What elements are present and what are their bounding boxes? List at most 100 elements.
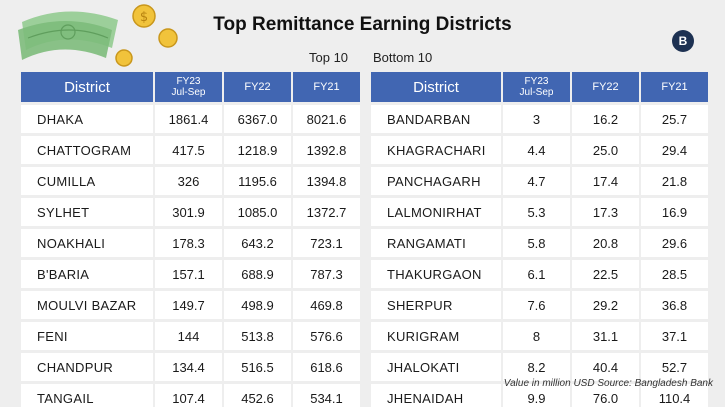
fy23-cell: 8.2 [503, 353, 570, 381]
district-cell: MOULVI BAZAR [21, 291, 153, 319]
fy22-header: FY22 [572, 72, 639, 102]
district-cell: B'BARIA [21, 260, 153, 288]
fy23-header-line2: Jul-Sep [171, 87, 206, 98]
fy22-cell: 1085.0 [224, 198, 291, 226]
fy21-cell: 110.4 [641, 384, 708, 407]
fy21-cell: 29.6 [641, 229, 708, 257]
fy22-cell: 76.0 [572, 384, 639, 407]
district-cell: JHENAIDAH [371, 384, 501, 407]
table-row: BANDARBAN 3 16.2 25.7 [371, 105, 708, 133]
fy23-cell: 157.1 [155, 260, 222, 288]
fy21-cell: 16.9 [641, 198, 708, 226]
fy23-header-line2: Jul-Sep [519, 87, 554, 98]
svg-text:$: $ [140, 10, 148, 25]
fy21-cell: 25.7 [641, 105, 708, 133]
table-row: LALMONIRHAT 5.3 17.3 16.9 [371, 198, 708, 226]
fy22-cell: 22.5 [572, 260, 639, 288]
fy23-cell: 107.4 [155, 384, 222, 407]
publisher-logo: B [672, 30, 694, 52]
table-row: MOULVI BAZAR 149.7 498.9 469.8 [21, 291, 360, 319]
fy23-cell: 3 [503, 105, 570, 133]
table-row: KURIGRAM 8 31.1 37.1 [371, 322, 708, 350]
table-row: SHERPUR 7.6 29.2 36.8 [371, 291, 708, 319]
fy21-cell: 576.6 [293, 322, 360, 350]
fy21-cell: 534.1 [293, 384, 360, 407]
district-cell: CHATTOGRAM [21, 136, 153, 164]
fy22-cell: 17.4 [572, 167, 639, 195]
district-cell: RANGAMATI [371, 229, 501, 257]
bottom10-table: District FY23 Jul-Sep FY22 FY21 BANDARBA… [369, 69, 710, 407]
fy22-cell: 31.1 [572, 322, 639, 350]
top10-table: District FY23 Jul-Sep FY22 FY21 DHAKA 186… [19, 69, 362, 407]
fy23-cell: 9.9 [503, 384, 570, 407]
district-cell: CUMILLA [21, 167, 153, 195]
table-row: KHAGRACHARI 4.4 25.0 29.4 [371, 136, 708, 164]
fy23-cell: 4.4 [503, 136, 570, 164]
fy21-cell: 37.1 [641, 322, 708, 350]
fy21-cell: 21.8 [641, 167, 708, 195]
fy22-cell: 20.8 [572, 229, 639, 257]
fy22-cell: 498.9 [224, 291, 291, 319]
fy23-cell: 149.7 [155, 291, 222, 319]
fy23-cell: 178.3 [155, 229, 222, 257]
district-cell: TANGAIL [21, 384, 153, 407]
fy22-cell: 1195.6 [224, 167, 291, 195]
fy23-cell: 6.1 [503, 260, 570, 288]
district-cell: PANCHAGARH [371, 167, 501, 195]
fy22-cell: 1218.9 [224, 136, 291, 164]
fy21-header: FY21 [641, 72, 708, 102]
table-row: JHALOKATI 8.2 40.4 52.7 [371, 353, 708, 381]
page-title: Top Remittance Earning Districts [213, 14, 512, 35]
table-row: B'BARIA 157.1 688.9 787.3 [21, 260, 360, 288]
fy23-header-line1: FY23 [524, 76, 549, 87]
fy23-cell: 301.9 [155, 198, 222, 226]
fy21-cell: 8021.6 [293, 105, 360, 133]
banknotes-icon [18, 11, 118, 60]
district-cell: JHALOKATI [371, 353, 501, 381]
district-cell: SHERPUR [371, 291, 501, 319]
bottom10-label: Bottom 10 [373, 50, 433, 65]
table-row: JHENAIDAH 9.9 76.0 110.4 [371, 384, 708, 407]
fy23-cell: 134.4 [155, 353, 222, 381]
fy23-cell: 1861.4 [155, 105, 222, 133]
fy21-cell: 618.6 [293, 353, 360, 381]
fy21-cell: 29.4 [641, 136, 708, 164]
fy22-cell: 29.2 [572, 291, 639, 319]
table-header-row: District FY23 Jul-Sep FY22 FY21 [371, 72, 708, 102]
fy21-cell: 1394.8 [293, 167, 360, 195]
table-row: CUMILLA 326 1195.6 1394.8 [21, 167, 360, 195]
fy23-header: FY23 Jul-Sep [503, 72, 570, 102]
district-header: District [371, 72, 501, 102]
table-row: CHATTOGRAM 417.5 1218.9 1392.8 [21, 136, 360, 164]
coins-icon: $ [115, 4, 178, 67]
district-cell: KURIGRAM [371, 322, 501, 350]
fy22-cell: 6367.0 [224, 105, 291, 133]
fy22-cell: 452.6 [224, 384, 291, 407]
table-row: NOAKHALI 178.3 643.2 723.1 [21, 229, 360, 257]
fy23-cell: 417.5 [155, 136, 222, 164]
district-cell: THAKURGAON [371, 260, 501, 288]
fy22-cell: 40.4 [572, 353, 639, 381]
fy23-header: FY23 Jul-Sep [155, 72, 222, 102]
fy22-cell: 516.5 [224, 353, 291, 381]
table-row: RANGAMATI 5.8 20.8 29.6 [371, 229, 708, 257]
fy22-cell: 17.3 [572, 198, 639, 226]
district-cell: FENI [21, 322, 153, 350]
fy22-cell: 643.2 [224, 229, 291, 257]
fy21-cell: 787.3 [293, 260, 360, 288]
district-cell: NOAKHALI [21, 229, 153, 257]
district-cell: BANDARBAN [371, 105, 501, 133]
fy23-cell: 4.7 [503, 167, 570, 195]
table-row: THAKURGAON 6.1 22.5 28.5 [371, 260, 708, 288]
fy21-cell: 1392.8 [293, 136, 360, 164]
fy22-cell: 25.0 [572, 136, 639, 164]
district-header: District [21, 72, 153, 102]
fy21-header: FY21 [293, 72, 360, 102]
table-header-row: District FY23 Jul-Sep FY22 FY21 [21, 72, 360, 102]
fy22-cell: 513.8 [224, 322, 291, 350]
fy21-cell: 1372.7 [293, 198, 360, 226]
table-row: FENI 144 513.8 576.6 [21, 322, 360, 350]
fy23-cell: 5.3 [503, 198, 570, 226]
district-cell: KHAGRACHARI [371, 136, 501, 164]
fy21-cell: 52.7 [641, 353, 708, 381]
